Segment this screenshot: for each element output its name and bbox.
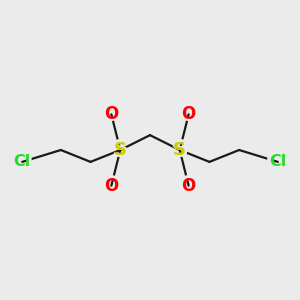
Text: O: O <box>104 105 118 123</box>
Text: Cl: Cl <box>14 154 31 169</box>
Text: O: O <box>104 177 118 195</box>
Text: S: S <box>173 141 186 159</box>
Text: S: S <box>114 141 127 159</box>
Text: O: O <box>178 102 199 126</box>
Text: O: O <box>101 102 122 126</box>
Text: O: O <box>182 105 196 123</box>
Text: S: S <box>111 138 129 162</box>
Text: S: S <box>171 138 189 162</box>
Text: O: O <box>101 174 122 198</box>
Text: Cl: Cl <box>10 150 34 173</box>
Text: Cl: Cl <box>269 154 286 169</box>
Text: O: O <box>182 177 196 195</box>
Text: O: O <box>178 174 199 198</box>
Text: Cl: Cl <box>266 150 290 173</box>
